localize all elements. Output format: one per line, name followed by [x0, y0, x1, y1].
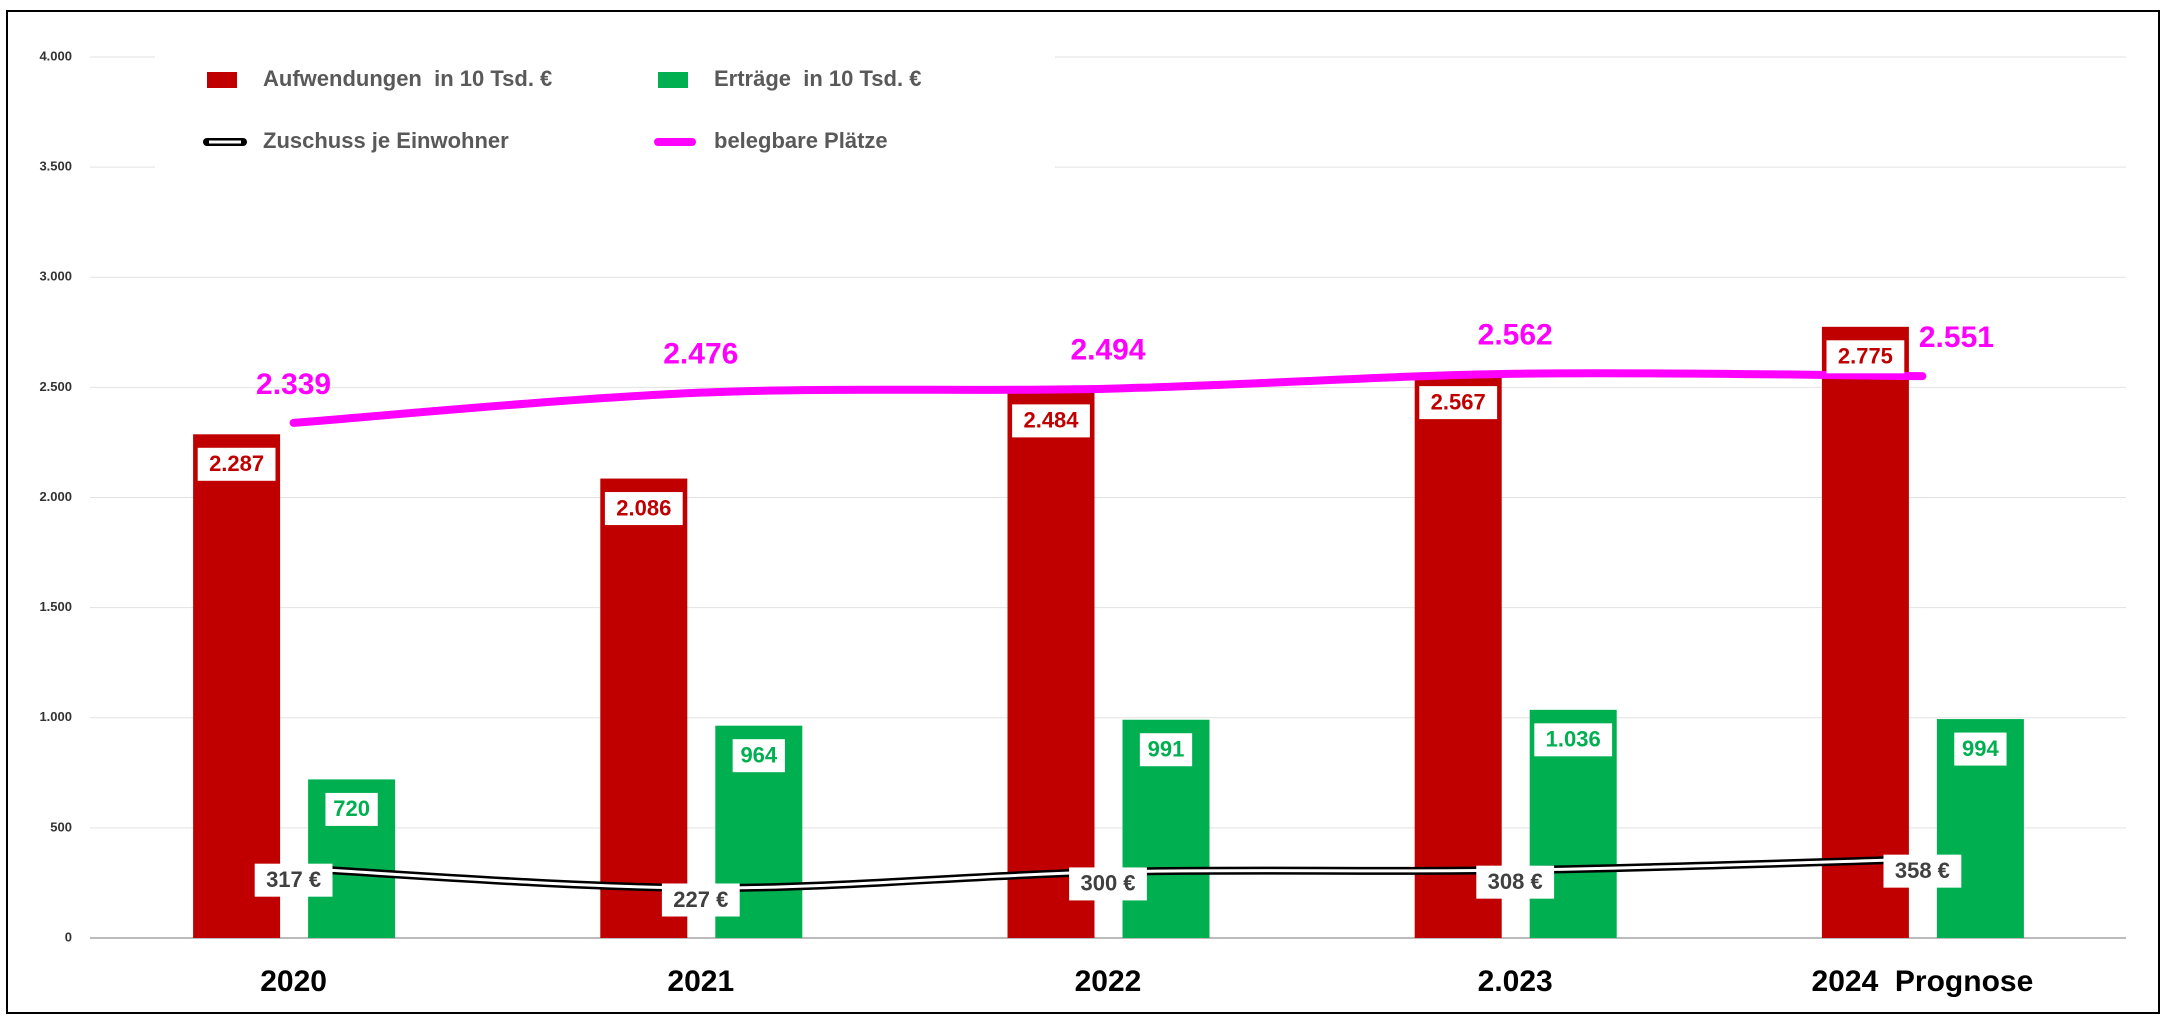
data-label-box: [325, 792, 378, 826]
data-label-box: [1476, 865, 1555, 899]
y-tick-label: 2.000: [39, 489, 72, 504]
data-label-box: [661, 883, 740, 917]
data-label-box: [1012, 404, 1090, 438]
y-tick-label: 500: [50, 819, 72, 834]
legend-box: [155, 55, 1055, 170]
y-tick-label: 1.000: [39, 709, 72, 724]
x-tick-label: 2022: [1075, 965, 1142, 998]
data-label: 2.339: [256, 368, 331, 401]
data-label: 308 €: [1488, 869, 1543, 894]
bar: [1414, 372, 1502, 938]
legend-label: belegbare Plätze: [714, 128, 888, 153]
data-label: 964: [740, 742, 777, 767]
data-label: 358 €: [1895, 858, 1950, 883]
data-label: 317 €: [266, 867, 321, 892]
bar: [1821, 326, 1909, 938]
data-label: 2.287: [209, 451, 264, 476]
data-label: 2.551: [1919, 321, 1994, 354]
data-label: 300 €: [1080, 871, 1135, 896]
data-label: 720: [333, 796, 370, 821]
data-label-box: [254, 863, 333, 897]
data-label: 1.036: [1546, 727, 1601, 752]
y-tick-label: 0: [65, 929, 72, 944]
bar: [193, 434, 281, 938]
line: [289, 369, 1927, 427]
legend-label: Zuschuss je Einwohner: [263, 128, 509, 153]
data-label: 991: [1148, 737, 1185, 762]
data-label: 994: [1962, 736, 1999, 761]
x-tick-label: 2.023: [1478, 965, 1553, 998]
data-label: 2.494: [1070, 334, 1145, 367]
data-label: 2.086: [616, 495, 671, 520]
data-label-box: [1826, 340, 1905, 374]
y-tick-label: 1.500: [39, 599, 72, 614]
legend-swatch: [658, 72, 688, 88]
y-tick-label: 2.500: [39, 379, 72, 394]
x-tick-label: 2024 Prognose: [1812, 965, 2034, 998]
data-label: 2.562: [1478, 319, 1553, 352]
data-label: 227 €: [673, 887, 728, 912]
data-label-box: [604, 492, 683, 526]
x-tick-label: 2021: [667, 965, 734, 998]
data-label: 2.567: [1431, 389, 1486, 414]
data-label-box: [1069, 867, 1147, 901]
y-tick-label: 3.000: [39, 269, 72, 284]
data-label-box: [732, 739, 785, 773]
data-label: 2.484: [1023, 408, 1079, 433]
bar: [1007, 390, 1095, 938]
y-tick-label: 3.500: [39, 159, 72, 174]
x-tick-label: 2020: [260, 965, 327, 998]
legend-label: Aufwendungen in 10 Tsd. €: [263, 66, 552, 91]
data-label-box: [1883, 854, 1962, 888]
data-label-box: [1954, 732, 2007, 766]
legend-label: Erträge in 10 Tsd. €: [714, 66, 921, 91]
data-label: 2.775: [1838, 344, 1893, 369]
data-label-box: [1139, 733, 1193, 767]
bar: [600, 478, 688, 938]
data-label-box: [197, 447, 276, 481]
legend-swatch: [207, 72, 237, 88]
data-label-box: [1419, 386, 1498, 420]
data-label-box: [1534, 723, 1613, 757]
data-label: 2.476: [663, 338, 738, 371]
y-tick-label: 4.000: [39, 48, 72, 63]
